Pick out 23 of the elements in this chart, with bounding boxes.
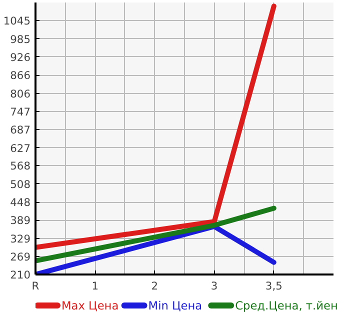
y-tick-label: 329 (10, 232, 31, 246)
y-tick-label: 448 (10, 196, 31, 210)
x-tick-label: 2 (151, 280, 158, 292)
x-tick-label: R (32, 280, 40, 292)
y-tick-label: 866 (10, 69, 31, 82)
x-tick-label: 3 (210, 280, 218, 292)
y-tick-label: 806 (10, 87, 31, 100)
y-tick-label: 269 (10, 250, 31, 264)
x-tick-label: 3,5 (265, 280, 282, 292)
y-tick-label: 568 (10, 160, 31, 173)
y-tick-label: 627 (10, 142, 31, 155)
y-tick-label: 926 (10, 50, 31, 64)
y-tick-label: 747 (10, 105, 31, 118)
x-tick-label: 1 (92, 280, 98, 292)
y-tick-label: 985 (10, 32, 31, 46)
y-tick-label: 687 (10, 124, 31, 137)
y-tick-label: 389 (10, 214, 31, 228)
legend-label: Сред.Цена, т.йен (235, 298, 338, 312)
y-tick-label: 508 (10, 178, 31, 191)
y-tick-label: 1045 (3, 14, 31, 28)
legend-label: Min Цена (148, 298, 202, 312)
legend-label: Max Цена (62, 298, 119, 312)
y-tick-label: 210 (10, 268, 31, 282)
